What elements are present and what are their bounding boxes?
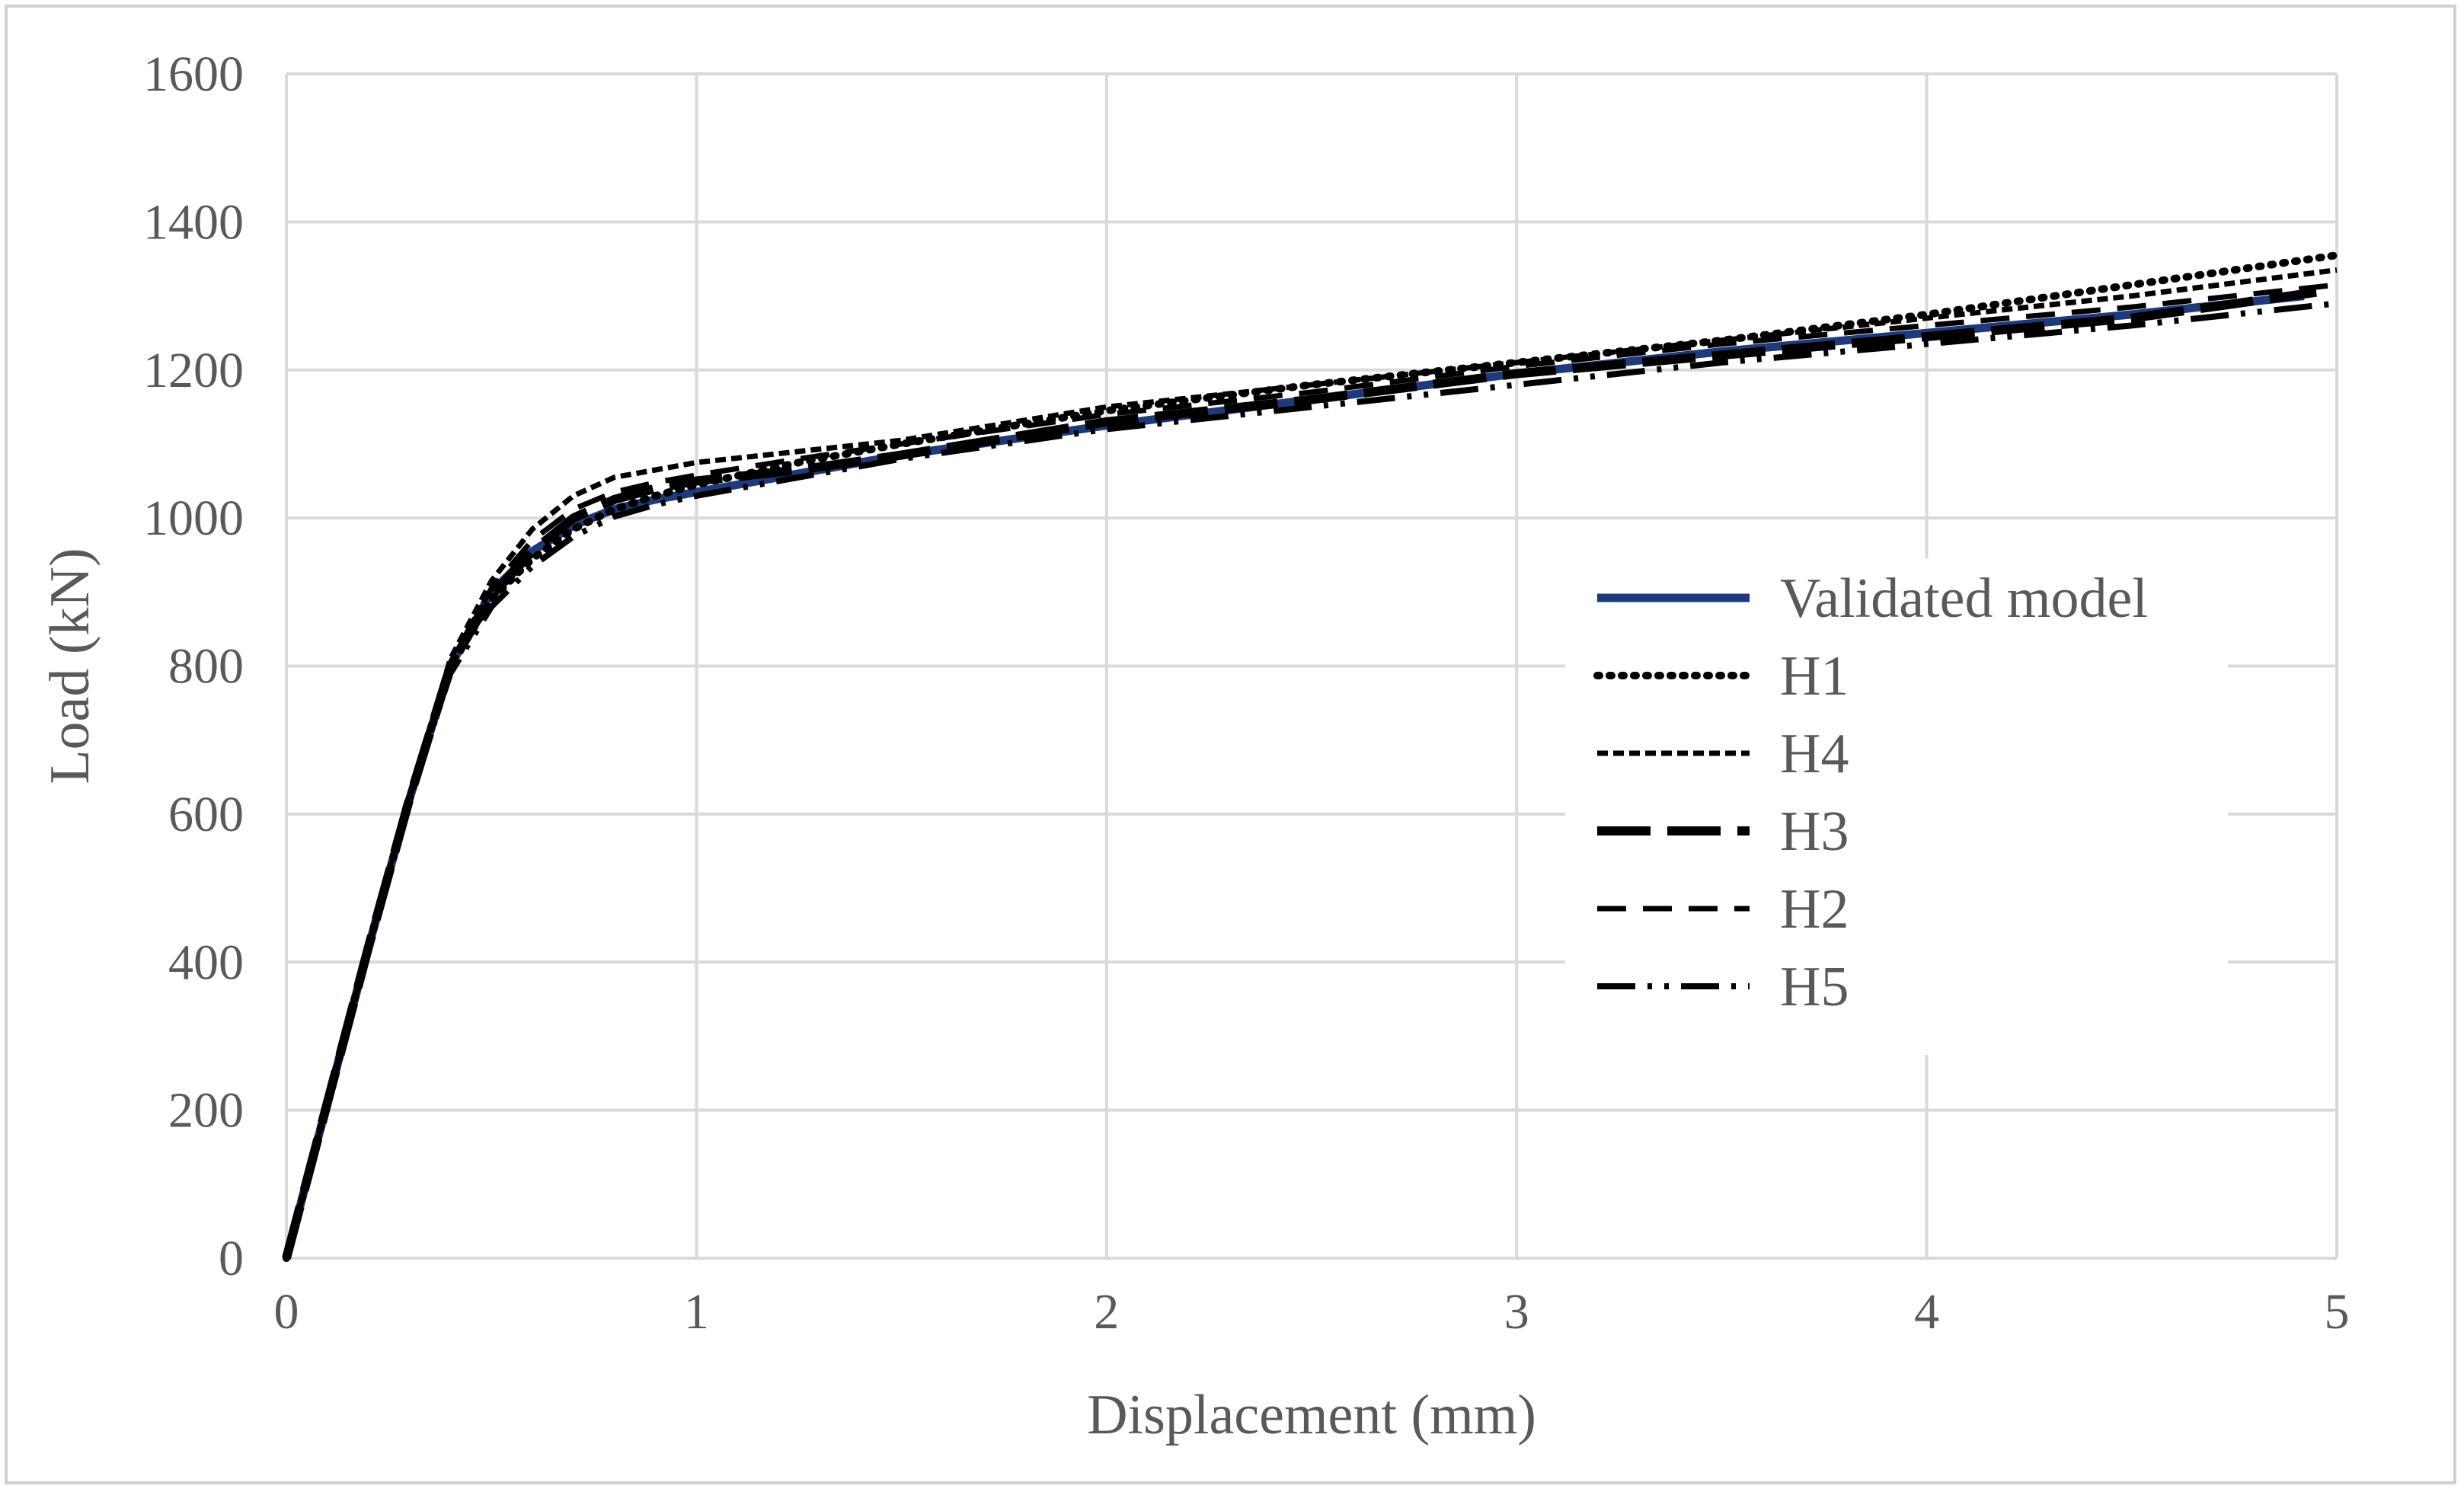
legend-label: H2	[1780, 878, 1849, 941]
x-tick-label: 0	[274, 1284, 299, 1340]
y-tick-label: 600	[168, 787, 244, 842]
series-line-h3	[282, 287, 2317, 1260]
y-tick-label: 1400	[143, 194, 244, 250]
x-tick-label: 1	[684, 1284, 709, 1340]
gridlines	[285, 72, 2338, 1260]
legend-label: H3	[1780, 800, 1849, 863]
x-tick-label: 2	[1094, 1284, 1119, 1340]
series-line-h2	[283, 282, 2338, 1259]
legend-label: H1	[1780, 645, 1849, 708]
y-tick-label: 800	[168, 639, 244, 695]
x-axis-title: Displacement (mm)	[1087, 1384, 1536, 1446]
legend-label: H4	[1780, 723, 1849, 785]
series-lines	[282, 251, 2341, 1262]
y-axis-title: Load (kN)	[39, 548, 101, 784]
y-tick-label: 1000	[143, 490, 244, 546]
legend-label: Validated model	[1780, 567, 2148, 630]
y-tick-label: 200	[168, 1083, 244, 1139]
legend: Validated model H1 H4 H3 H2 H5	[1565, 558, 2228, 1055]
x-tick-label: 3	[1504, 1284, 1529, 1340]
y-tick-label: 400	[168, 934, 244, 990]
x-tick-label: 5	[2325, 1284, 2350, 1340]
y-tick-label: 1600	[143, 46, 244, 102]
y-tick-label: 0	[219, 1231, 244, 1286]
legend-label: H5	[1780, 956, 1849, 1018]
y-tick-label: 1200	[143, 343, 244, 398]
x-tick-label: 4	[1914, 1284, 1939, 1340]
legend-background	[1565, 558, 2228, 1055]
tick-labels: 0 200 400 600 800 1000 1200 1400 1600 0 1 2 3 4 5	[143, 46, 2350, 1340]
